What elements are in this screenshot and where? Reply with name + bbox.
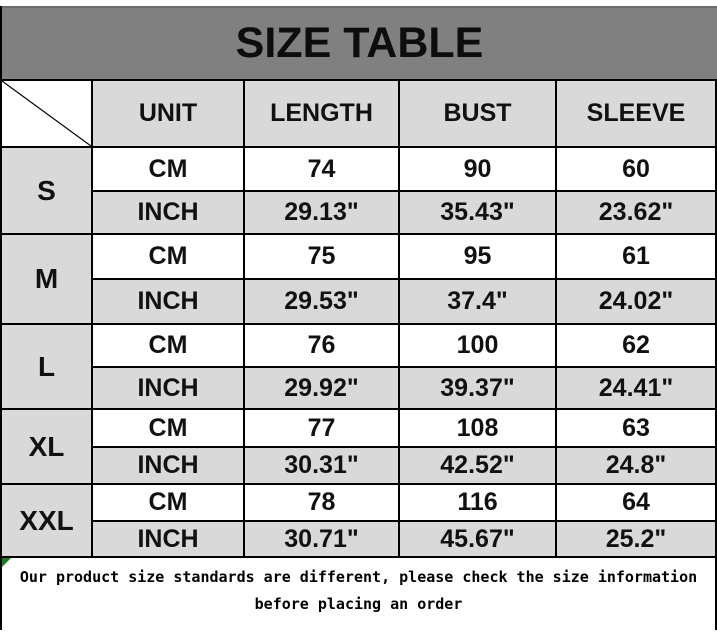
- chart-frame: SIZE TABLE UNIT LENGTH BUST SLEEVE S CM …: [0, 6, 717, 630]
- value-xl-length-inch: 30.31": [245, 448, 400, 485]
- value-l-bust-cm: 100: [400, 325, 557, 368]
- value-l-bust-inch: 39.37": [400, 368, 557, 410]
- value-s-bust-inch: 35.43": [400, 192, 557, 235]
- unit-label-inch: INCH: [93, 522, 245, 558]
- size-table: UNIT LENGTH BUST SLEEVE S CM 74 90 60 IN…: [2, 79, 717, 558]
- page-title: SIZE TABLE: [235, 19, 484, 67]
- size-label-l: L: [2, 325, 93, 410]
- value-m-sleeve-inch: 24.02": [557, 280, 717, 325]
- footer-note-line1: Our product size standards are different…: [19, 568, 698, 586]
- unit-label-inch: INCH: [93, 368, 245, 410]
- value-s-length-inch: 29.13": [245, 192, 400, 235]
- unit-label-cm: CM: [93, 325, 245, 368]
- value-s-bust-cm: 90: [400, 148, 557, 192]
- value-xxl-bust-inch: 45.67": [400, 522, 557, 558]
- unit-label-cm: CM: [93, 410, 245, 448]
- column-header-unit: UNIT: [93, 81, 245, 148]
- value-s-sleeve-cm: 60: [557, 148, 717, 192]
- value-xxl-sleeve-inch: 25.2": [557, 522, 717, 558]
- column-header-length: LENGTH: [245, 81, 400, 148]
- value-s-sleeve-inch: 23.62": [557, 192, 717, 235]
- value-m-length-inch: 29.53": [245, 280, 400, 325]
- value-m-sleeve-cm: 61: [557, 235, 717, 280]
- value-xl-bust-cm: 108: [400, 410, 557, 448]
- green-corner-marker-icon: [2, 558, 11, 567]
- value-l-sleeve-inch: 24.41": [557, 368, 717, 410]
- diagonal-cell: [2, 81, 93, 148]
- value-l-length-cm: 76: [245, 325, 400, 368]
- size-chart-image: SIZE TABLE UNIT LENGTH BUST SLEEVE S CM …: [0, 6, 717, 634]
- size-label-m: M: [2, 235, 93, 325]
- unit-label-inch: INCH: [93, 192, 245, 235]
- diagonal-line-icon: [2, 81, 91, 146]
- title-bar: SIZE TABLE: [2, 6, 717, 79]
- footer-note-line2: before placing an order: [254, 595, 463, 613]
- unit-label-inch: INCH: [93, 448, 245, 485]
- column-header-bust: BUST: [400, 81, 557, 148]
- value-xl-length-cm: 77: [245, 410, 400, 448]
- footer-note: Our product size standards are different…: [2, 558, 717, 630]
- value-xl-sleeve-inch: 24.8": [557, 448, 717, 485]
- value-xxl-length-inch: 30.71": [245, 522, 400, 558]
- unit-label-inch: INCH: [93, 280, 245, 325]
- value-xxl-length-cm: 78: [245, 485, 400, 522]
- value-xxl-bust-cm: 116: [400, 485, 557, 522]
- size-label-s: S: [2, 148, 93, 235]
- unit-label-cm: CM: [93, 485, 245, 522]
- value-l-sleeve-cm: 62: [557, 325, 717, 368]
- column-header-sleeve: SLEEVE: [557, 81, 717, 148]
- size-label-xxl: XXL: [2, 485, 93, 558]
- value-m-length-cm: 75: [245, 235, 400, 280]
- value-l-length-inch: 29.92": [245, 368, 400, 410]
- unit-label-cm: CM: [93, 235, 245, 280]
- value-s-length-cm: 74: [245, 148, 400, 192]
- value-xl-sleeve-cm: 63: [557, 410, 717, 448]
- value-m-bust-cm: 95: [400, 235, 557, 280]
- value-xl-bust-inch: 42.52": [400, 448, 557, 485]
- unit-label-cm: CM: [93, 148, 245, 192]
- value-m-bust-inch: 37.4": [400, 280, 557, 325]
- value-xxl-sleeve-cm: 64: [557, 485, 717, 522]
- size-label-xl: XL: [2, 410, 93, 485]
